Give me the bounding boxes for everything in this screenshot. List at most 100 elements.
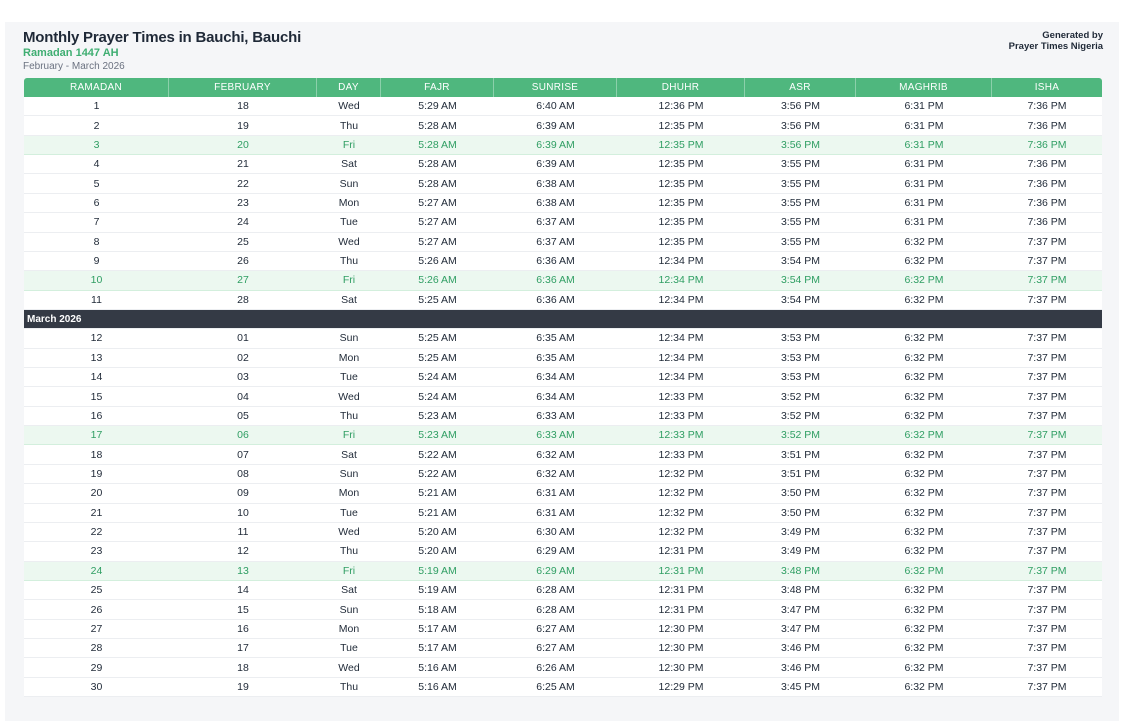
cell-asr: 3:53 PM (745, 368, 856, 388)
cell-isha: 7:36 PM (992, 193, 1102, 214)
cell-fajr: 5:25 AM (381, 329, 494, 349)
cell-sunrise: 6:31 AM (494, 484, 617, 504)
cell-asr: 3:46 PM (745, 658, 856, 678)
cell-fajr: 5:22 AM (381, 464, 494, 485)
cell-isha: 7:37 PM (992, 290, 1102, 310)
cell-isha: 7:36 PM (992, 97, 1102, 117)
cell-sunrise: 6:36 AM (494, 251, 617, 272)
cell-sunrise: 6:36 AM (494, 271, 617, 291)
cell-dhuhr: 12:35 PM (617, 232, 745, 252)
cell-ramadan: 21 (24, 503, 169, 523)
cell-day: Tue (317, 639, 381, 659)
cell-maghrib: 6:32 PM (856, 600, 992, 620)
cell-dhuhr: 12:31 PM (617, 580, 745, 601)
cell-isha: 7:37 PM (992, 600, 1102, 620)
cell-maghrib: 6:32 PM (856, 445, 992, 465)
cell-isha: 7:37 PM (992, 658, 1102, 678)
cell-dhuhr: 12:32 PM (617, 522, 745, 543)
ramadan-year-subtitle: Ramadan 1447 AH (23, 47, 119, 59)
cell-february: 16 (169, 619, 317, 640)
cell-february: 09 (169, 484, 317, 504)
cell-asr: 3:54 PM (745, 251, 856, 272)
table-row: 23 12 Thu 5:20 AM 6:29 AM 12:31 PM 3:49 PM 6:32… (24, 542, 1102, 562)
cell-dhuhr: 12:35 PM (617, 213, 745, 233)
cell-asr: 3:51 PM (745, 464, 856, 485)
cell-isha: 7:37 PM (992, 580, 1102, 601)
table-row: 27 16 Mon 5:17 AM 6:27 AM 12:30 PM 3:47 PM 6:32… (24, 619, 1102, 640)
cell-day: Tue (317, 368, 381, 388)
column-header-day: DAY (317, 78, 381, 97)
cell-maghrib: 6:31 PM (856, 135, 992, 156)
cell-maghrib: 6:32 PM (856, 387, 992, 407)
cell-asr: 3:54 PM (745, 290, 856, 310)
generated-by-label: Generated by (1042, 30, 1103, 41)
cell-ramadan: 13 (24, 348, 169, 369)
cell-ramadan: 7 (24, 213, 169, 233)
cell-asr: 3:49 PM (745, 542, 856, 562)
cell-maghrib: 6:32 PM (856, 329, 992, 349)
cell-day: Sun (317, 329, 381, 349)
cell-asr: 3:55 PM (745, 193, 856, 214)
cell-day: Mon (317, 619, 381, 640)
table-row: 13 02 Mon 5:25 AM 6:35 AM 12:34 PM 3:53 PM 6:32… (24, 348, 1102, 369)
table-row: 7 24 Tue 5:27 AM 6:37 AM 12:35 PM 3:55 PM 6:31 … (24, 213, 1102, 233)
cell-maghrib: 6:32 PM (856, 542, 992, 562)
cell-isha: 7:37 PM (992, 561, 1102, 581)
cell-fajr: 5:21 AM (381, 503, 494, 523)
cell-ramadan: 26 (24, 600, 169, 620)
cell-february: 22 (169, 174, 317, 194)
cell-fajr: 5:29 AM (381, 97, 494, 117)
cell-february: 03 (169, 368, 317, 388)
generated-by-note: Generated by Prayer Times Nigeria (1009, 30, 1103, 52)
cell-maghrib: 6:32 PM (856, 271, 992, 291)
cell-isha: 7:37 PM (992, 251, 1102, 272)
cell-sunrise: 6:35 AM (494, 348, 617, 369)
cell-maghrib: 6:32 PM (856, 251, 992, 272)
cell-dhuhr: 12:31 PM (617, 600, 745, 620)
cell-sunrise: 6:29 AM (494, 542, 617, 562)
prayer-times-table: RAMADAN FEBRUARY DAY FAJR SUNRISE DHUHR ASR MAG… (24, 78, 1102, 698)
cell-day: Sun (317, 174, 381, 194)
cell-sunrise: 6:39 AM (494, 155, 617, 175)
cell-fajr: 5:20 AM (381, 542, 494, 562)
cell-isha: 7:37 PM (992, 619, 1102, 640)
table-row: 25 14 Sat 5:19 AM 6:28 AM 12:31 PM 3:48 PM 6:32… (24, 580, 1102, 601)
cell-asr: 3:52 PM (745, 387, 856, 407)
cell-isha: 7:37 PM (992, 522, 1102, 543)
cell-dhuhr: 12:35 PM (617, 193, 745, 214)
cell-asr: 3:47 PM (745, 619, 856, 640)
cell-sunrise: 6:33 AM (494, 406, 617, 427)
cell-february: 10 (169, 503, 317, 523)
cell-sunrise: 6:39 AM (494, 135, 617, 156)
cell-fajr: 5:21 AM (381, 484, 494, 504)
cell-maghrib: 6:32 PM (856, 464, 992, 485)
table-row: 18 07 Sat 5:22 AM 6:32 AM 12:33 PM 3:51 PM 6:32… (24, 445, 1102, 465)
cell-isha: 7:37 PM (992, 464, 1102, 485)
cell-maghrib: 6:31 PM (856, 155, 992, 175)
cell-asr: 3:48 PM (745, 561, 856, 581)
column-header-sunrise: SUNRISE (494, 78, 617, 97)
cell-isha: 7:37 PM (992, 387, 1102, 407)
table-row: 10 27 Fri 5:26 AM 6:36 AM 12:34 PM 3:54 PM 6:32… (24, 271, 1102, 291)
cell-ramadan: 2 (24, 116, 169, 136)
cell-february: 01 (169, 329, 317, 349)
cell-fajr: 5:17 AM (381, 639, 494, 659)
cell-maghrib: 6:31 PM (856, 174, 992, 194)
cell-fajr: 5:27 AM (381, 193, 494, 214)
cell-february: 02 (169, 348, 317, 369)
cell-dhuhr: 12:35 PM (617, 174, 745, 194)
cell-ramadan: 22 (24, 522, 169, 543)
table-row: 5 22 Sun 5:28 AM 6:38 AM 12:35 PM 3:55 PM 6:31 … (24, 174, 1102, 194)
cell-february: 12 (169, 542, 317, 562)
cell-fajr: 5:28 AM (381, 116, 494, 136)
cell-day: Tue (317, 213, 381, 233)
table-row: 9 26 Thu 5:26 AM 6:36 AM 12:34 PM 3:54 PM 6:32 … (24, 251, 1102, 272)
cell-ramadan: 24 (24, 561, 169, 581)
column-header-asr: ASR (745, 78, 856, 97)
cell-isha: 7:37 PM (992, 503, 1102, 523)
cell-maghrib: 6:32 PM (856, 484, 992, 504)
cell-dhuhr: 12:30 PM (617, 619, 745, 640)
cell-dhuhr: 12:34 PM (617, 329, 745, 349)
table-row: 16 05 Thu 5:23 AM 6:33 AM 12:33 PM 3:52 PM 6:32… (24, 406, 1102, 427)
cell-sunrise: 6:25 AM (494, 677, 617, 698)
